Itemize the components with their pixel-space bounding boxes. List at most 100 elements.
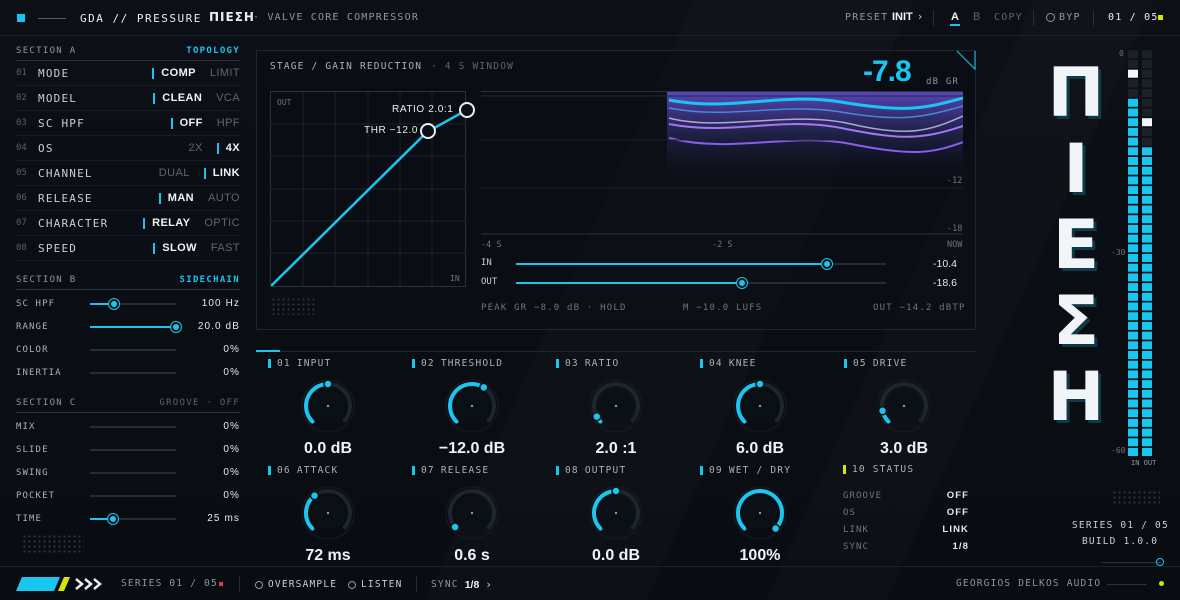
rotary-knob[interactable] xyxy=(584,481,648,545)
gr-readout: -7.8 xyxy=(863,55,912,88)
rotary-knob[interactable] xyxy=(728,481,792,545)
slider-label: SWING xyxy=(16,467,49,478)
meter-out-segment xyxy=(1142,79,1152,88)
preset-selector[interactable]: INIT › xyxy=(892,10,923,23)
option-1-button[interactable]: MAN xyxy=(159,192,194,204)
section-b-title: SECTION B xyxy=(16,275,77,285)
option-2-button[interactable]: VCA xyxy=(216,92,240,104)
ab-b-button[interactable]: B xyxy=(973,11,981,23)
section-b-header: SECTION B SIDECHAIN xyxy=(16,275,240,290)
in-meter-thumb xyxy=(821,259,832,269)
slider-fill xyxy=(90,302,115,305)
transfer-curve-graph[interactable]: OUT IN xyxy=(270,91,466,287)
logo-small: ΠΙΕΣΗ xyxy=(209,10,255,24)
meter-out-segment xyxy=(1142,205,1152,214)
rotary-knob[interactable] xyxy=(296,481,360,545)
slider-track[interactable] xyxy=(90,425,176,428)
option-2-button[interactable]: LIMIT xyxy=(209,67,240,79)
option-1-button[interactable]: 2X xyxy=(188,142,203,154)
row-name: CHARACTER xyxy=(38,216,109,230)
slider-track[interactable] xyxy=(90,471,176,474)
rotary-knob[interactable] xyxy=(872,374,936,438)
knob-number: 01 xyxy=(277,358,291,369)
out-meter xyxy=(516,278,886,288)
option-1-button[interactable]: CLEAN xyxy=(153,92,202,104)
knob-indicator xyxy=(479,382,489,393)
option-1-button[interactable]: RELAY xyxy=(143,217,190,229)
rotary-knob[interactable] xyxy=(584,374,648,438)
knob-indicator xyxy=(323,379,333,389)
threshold-handle[interactable] xyxy=(420,123,436,139)
ab-a-button[interactable]: A xyxy=(950,11,960,26)
meter-out-segment xyxy=(1142,428,1152,437)
slider-track[interactable] xyxy=(90,513,176,524)
option-2-button[interactable]: AUTO xyxy=(208,192,240,204)
rotary-knob[interactable] xyxy=(440,481,504,545)
slider-track[interactable] xyxy=(90,348,176,351)
rotary-knob[interactable] xyxy=(296,374,360,438)
series-label: SERIES 01 / 05 xyxy=(1072,520,1169,531)
slider-track[interactable] xyxy=(90,321,181,332)
knob-center xyxy=(614,511,618,515)
slider-track[interactable] xyxy=(90,298,176,309)
knob-center xyxy=(326,404,330,408)
knob-cell: 07 RELEASE 0.6 s xyxy=(400,465,544,571)
option-1-button[interactable]: DUAL xyxy=(158,167,190,179)
section-c-header: SECTION C GROOVE · OFF xyxy=(16,398,240,413)
divider xyxy=(416,576,417,592)
scale-minus-18: -18 xyxy=(947,224,963,234)
option-2-button[interactable]: LINK xyxy=(204,167,240,179)
slider-thumb[interactable] xyxy=(171,321,181,332)
knob-divider-accent xyxy=(256,350,280,352)
oversample-toggle[interactable]: OVERSAMPLE xyxy=(255,579,337,590)
slider-thumb[interactable] xyxy=(109,298,120,309)
status-dot xyxy=(1159,581,1164,586)
ratio-handle[interactable] xyxy=(459,102,475,118)
knob-value: 6.0 dB xyxy=(735,440,784,457)
slider-track[interactable] xyxy=(90,448,176,451)
option-1-button[interactable]: SLOW xyxy=(153,242,197,254)
slider-track[interactable] xyxy=(90,371,176,374)
meter-out-segment xyxy=(1142,360,1152,369)
knob-track xyxy=(448,489,496,530)
knob-center xyxy=(470,404,474,408)
row-name: CHANNEL xyxy=(38,166,93,180)
option-1-button[interactable]: OFF xyxy=(171,117,203,129)
listen-toggle[interactable]: LISTEN xyxy=(348,579,403,590)
time-axis-right: NOW xyxy=(947,240,963,250)
rotary-knob[interactable] xyxy=(728,374,792,438)
slider-track[interactable] xyxy=(90,494,176,497)
time-axis-mid: -2 S xyxy=(712,240,733,250)
knob-center xyxy=(614,404,618,408)
status-header: 10 STATUS xyxy=(843,464,969,475)
rotary-knob[interactable] xyxy=(440,374,504,438)
stage-panel: STAGE / GAIN REDUCTION · 4 S WINDOW -7.8… xyxy=(256,50,976,330)
knob-name: KNEE xyxy=(728,358,757,369)
option-2-button[interactable]: FAST xyxy=(210,242,240,254)
row-number: 03 xyxy=(16,118,27,128)
option-2-button[interactable]: 4X xyxy=(217,142,240,154)
knob-arc xyxy=(736,489,784,531)
bypass-label: BYP xyxy=(1059,12,1081,23)
option-1-button[interactable]: COMP xyxy=(152,67,196,79)
sync-selector[interactable]: SYNC 1/8 › xyxy=(431,578,492,591)
gr-unit: dB GR xyxy=(926,77,960,87)
copy-button[interactable]: COPY xyxy=(994,12,1023,23)
option-2-button[interactable]: OPTIC xyxy=(204,217,240,229)
bypass-toggle[interactable]: BYP xyxy=(1046,12,1081,23)
meter-out-segment xyxy=(1142,89,1152,98)
slider-thumb[interactable] xyxy=(108,513,119,524)
option-2-button[interactable]: HPF xyxy=(216,117,240,129)
knob-name: RELEASE xyxy=(440,465,490,476)
circle-icon xyxy=(255,580,263,589)
slider-label: INERTIA xyxy=(16,367,62,378)
meter-out-segment xyxy=(1142,215,1152,224)
meter-in-segment xyxy=(1128,50,1138,59)
knob-divider xyxy=(256,350,976,352)
slider-value: 100 Hz xyxy=(201,298,240,309)
knob-header: 09 WET / DRY xyxy=(688,465,832,476)
slider-label: COLOR xyxy=(16,344,49,355)
meter-in-segment xyxy=(1128,438,1138,447)
logo-letter: Π xyxy=(1047,54,1105,133)
